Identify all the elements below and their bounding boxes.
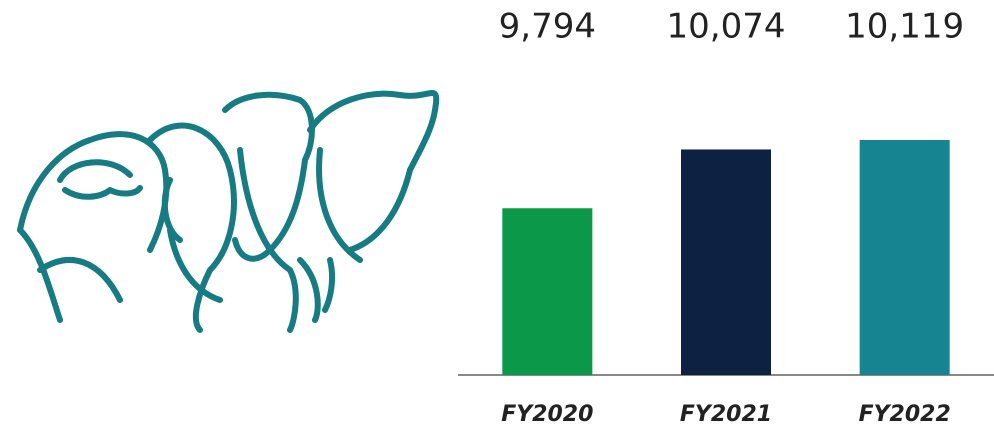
bar [502,208,593,375]
x-tick-label: FY2021 [680,402,772,427]
bar [859,140,950,375]
value-label: 10,119 [845,7,964,47]
bar [681,149,771,375]
x-tick-label: FY2022 [859,402,951,427]
x-tick-label: FY2020 [501,402,593,427]
people-illustration [17,90,440,333]
value-label: 9,794 [499,7,596,47]
value-label: 10,074 [667,7,786,47]
